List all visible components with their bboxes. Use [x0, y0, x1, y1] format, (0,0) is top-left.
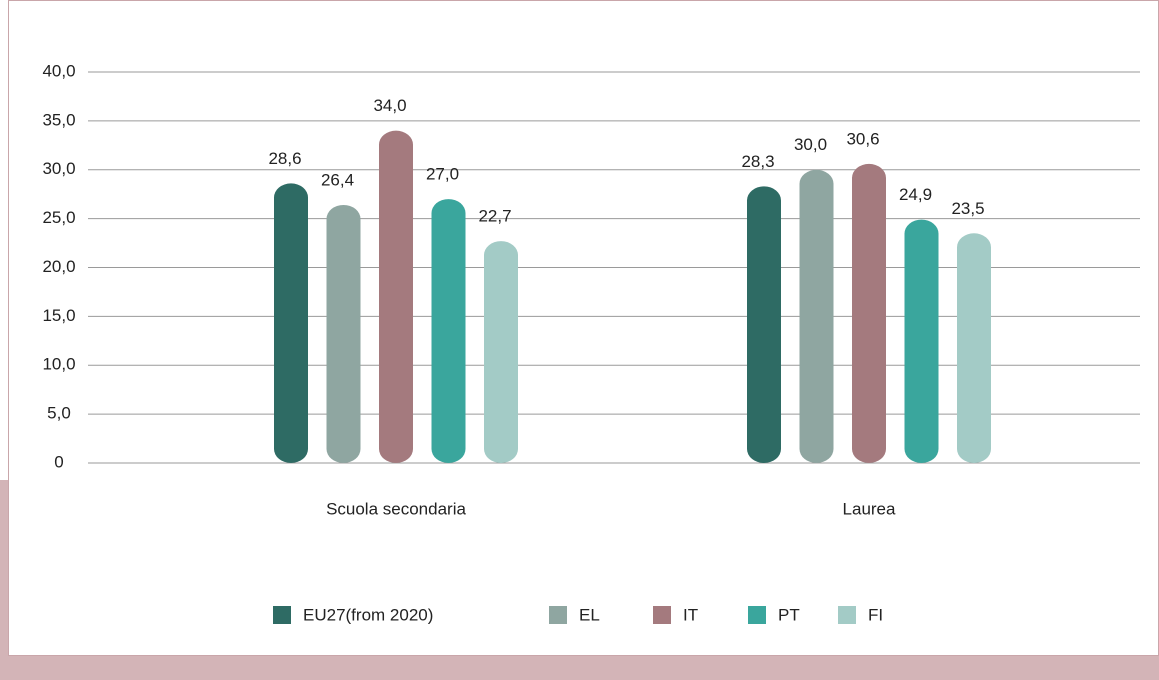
bar	[379, 130, 413, 463]
legend-swatch	[273, 606, 291, 624]
bar	[747, 186, 781, 463]
value-label: 34,0	[373, 96, 406, 115]
bar	[431, 199, 466, 463]
background-accent	[0, 655, 1159, 680]
value-label: 27,0	[426, 165, 459, 184]
background-accent	[0, 480, 9, 680]
bar	[852, 163, 886, 463]
y-tick-label: 0	[54, 452, 63, 471]
y-tick-label: 30,0	[42, 159, 75, 178]
legend-label: EL	[579, 605, 600, 624]
value-label: 23,5	[951, 199, 984, 218]
bar	[799, 169, 834, 463]
y-tick-label: 25,0	[42, 208, 75, 227]
legend-label: FI	[868, 605, 883, 624]
x-tick-label: Scuola secondaria	[326, 499, 466, 518]
y-tick-label: 20,0	[42, 257, 75, 276]
y-tick-label: 15,0	[42, 306, 75, 325]
legend-label: EU27(from 2020)	[303, 605, 433, 624]
value-label: 24,9	[899, 185, 932, 204]
y-tick-label: 10,0	[42, 355, 75, 374]
bar	[957, 233, 991, 463]
bar	[326, 204, 361, 463]
y-tick-label: 5,0	[47, 404, 71, 423]
value-label: 30,0	[794, 135, 827, 154]
bar	[904, 219, 939, 463]
legend-label: IT	[683, 605, 698, 624]
legend-swatch	[653, 606, 671, 624]
bar	[274, 183, 308, 463]
legend-swatch	[748, 606, 766, 624]
value-label: 22,7	[478, 207, 511, 226]
legend-label: PT	[778, 605, 800, 624]
value-label: 30,6	[846, 129, 879, 148]
legend-swatch	[549, 606, 567, 624]
x-tick-label: Laurea	[843, 499, 896, 518]
value-label: 28,3	[741, 152, 774, 171]
y-tick-label: 40,0	[42, 61, 75, 80]
legend-swatch	[838, 606, 856, 624]
bar	[484, 241, 518, 463]
y-tick-label: 35,0	[42, 110, 75, 129]
value-label: 26,4	[321, 170, 354, 189]
value-label: 28,6	[268, 149, 301, 168]
